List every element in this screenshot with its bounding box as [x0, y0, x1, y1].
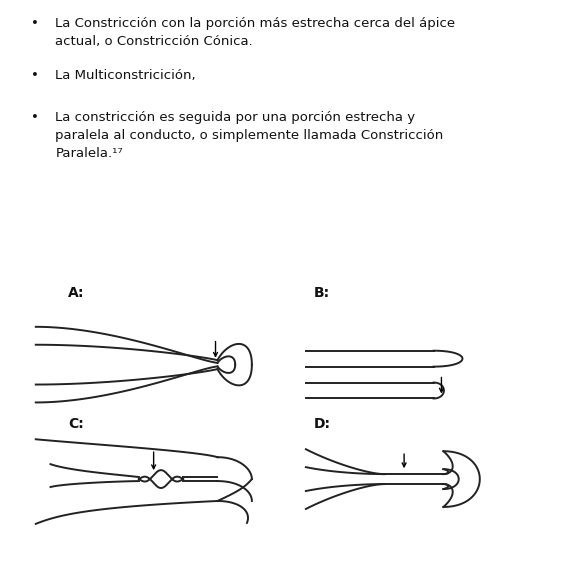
Text: La Constricción con la porción más estrecha cerca del ápice: La Constricción con la porción más estre…	[56, 17, 456, 30]
Text: •: •	[31, 69, 39, 82]
Text: •: •	[31, 111, 39, 124]
Text: actual, o Constricción Cónica.: actual, o Constricción Cónica.	[56, 35, 253, 48]
Text: La Multiconstricición,: La Multiconstricición,	[56, 69, 196, 82]
Text: Paralela.¹⁷: Paralela.¹⁷	[56, 147, 123, 160]
Text: paralela al conducto, o simplemente llamada Constricción: paralela al conducto, o simplemente llam…	[56, 129, 443, 142]
Text: La constricción es seguida por una porción estrecha y: La constricción es seguida por una porci…	[56, 111, 415, 124]
Text: B:: B:	[314, 286, 330, 300]
Text: C:: C:	[68, 417, 84, 431]
Text: •: •	[31, 17, 39, 30]
Text: A:: A:	[68, 286, 85, 300]
Text: D:: D:	[314, 417, 331, 431]
